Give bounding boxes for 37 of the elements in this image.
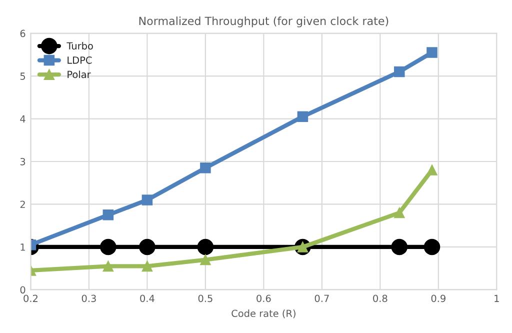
point [142,260,153,272]
y-tick-label: 6 [20,30,26,38]
x-tick-label: 0.7 [314,294,329,302]
point [426,164,438,176]
y-tick-label: 2 [20,200,25,208]
x-tick-label: 0.8 [373,294,388,302]
point [139,238,156,256]
point [394,66,405,78]
point [297,111,308,122]
point [426,47,438,58]
x-tick-label: 0.9 [431,294,446,302]
point [100,238,116,256]
x-tick-label: 0.6 [256,294,271,302]
legend-label: Turbo [66,42,93,50]
y-tick-label: 5 [20,72,26,80]
y-tick-label: 0 [20,286,26,294]
point [142,194,153,206]
point [394,207,405,218]
point [200,162,211,174]
x-tick-label: 1 [494,294,499,302]
y-tick-label: 1 [20,244,25,251]
legend-label: Polar [68,70,91,78]
x-tick-label: 0.2 [24,294,38,302]
point [197,238,214,256]
legend-label: LDPC [68,56,92,64]
chart-title: Normalized Throughput (for given clock rate) [139,16,388,28]
point [391,238,408,256]
point [102,260,114,272]
x-tick-label: 0.5 [198,294,212,302]
x-tick-label: 0.4 [140,294,154,302]
point [424,238,440,256]
x-axis-title: Code rate (R) [232,310,296,318]
x-tick-label: 0.3 [82,294,96,302]
y-tick-label: 3 [20,158,26,166]
point [102,210,114,220]
y-tick-label: 4 [20,115,26,122]
point [200,254,211,266]
